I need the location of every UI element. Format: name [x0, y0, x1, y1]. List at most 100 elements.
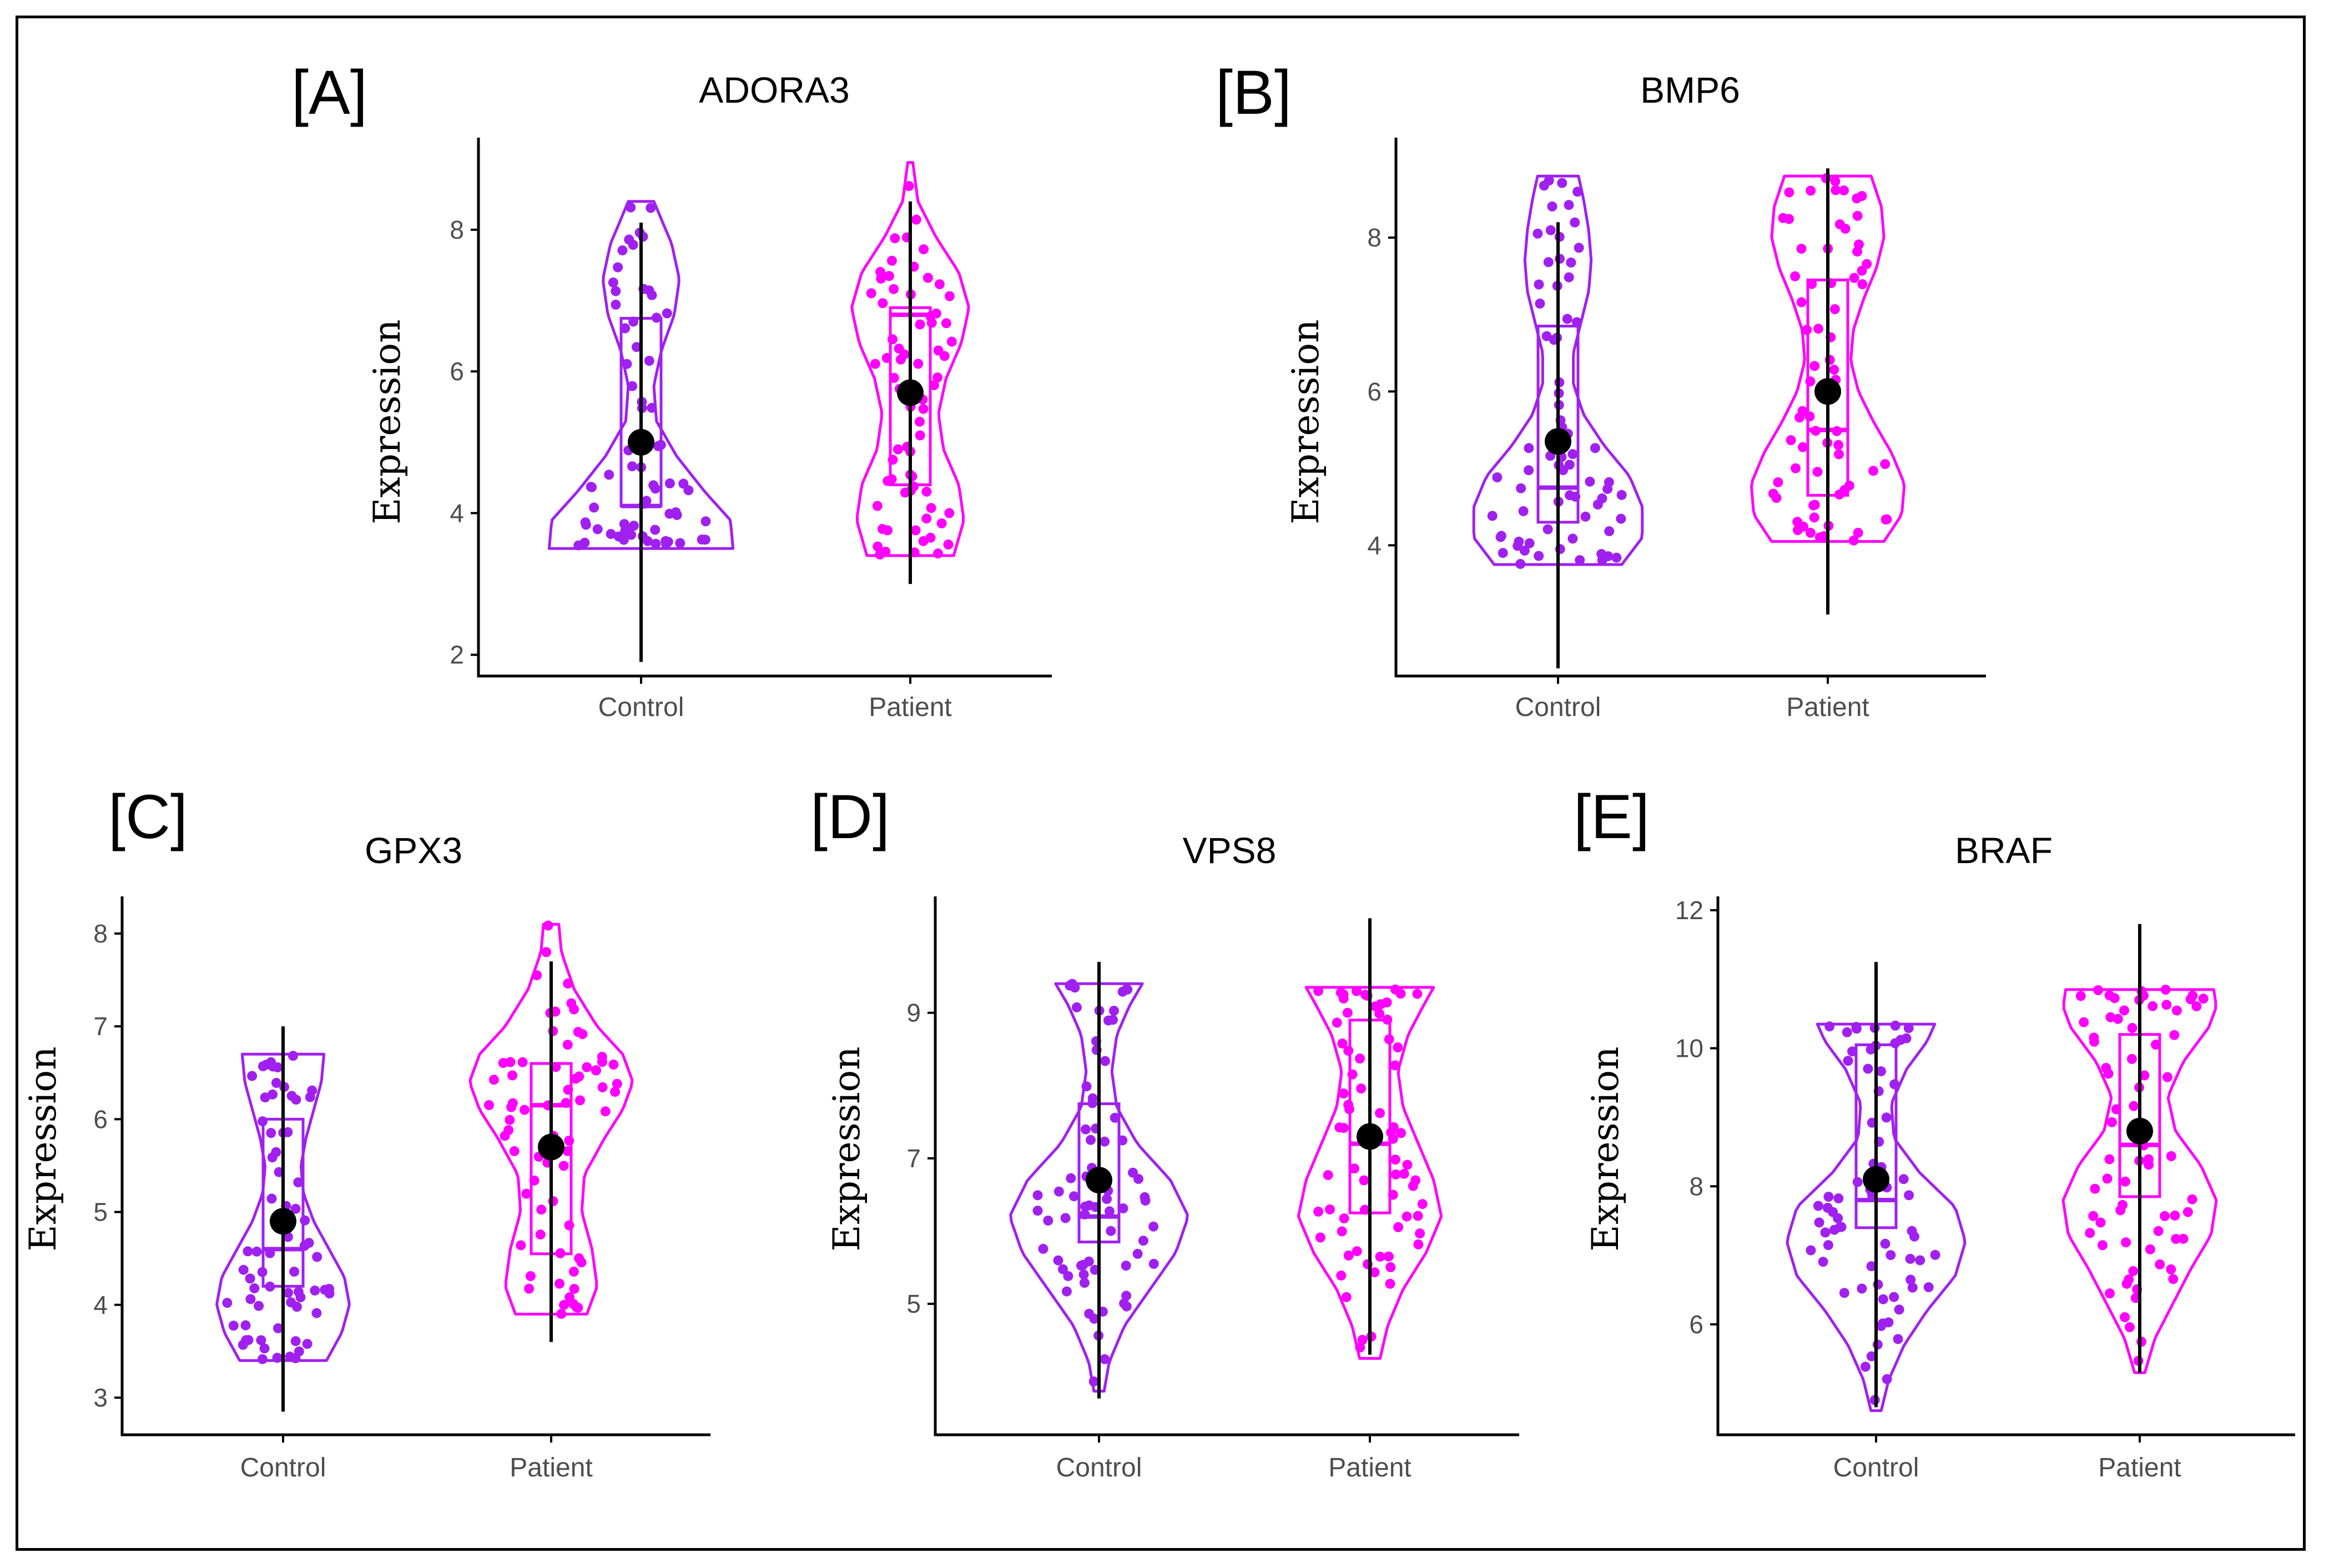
- data-point-5-patient-58: [2191, 1001, 2202, 1011]
- data-point-4-control-67: [1122, 984, 1133, 995]
- data-point-3-control-22: [245, 1294, 256, 1304]
- data-point-2-patient-26: [1833, 440, 1843, 450]
- data-point-4-patient-56: [1382, 997, 1392, 1007]
- data-point-2-control-55: [1535, 299, 1545, 309]
- data-point-1-control-36: [648, 480, 659, 491]
- data-point-5-control-57: [1901, 1033, 1912, 1043]
- data-point-3-control-28: [310, 1285, 320, 1296]
- data-point-4-patient-10: [1315, 1232, 1325, 1243]
- data-point-3-control-17: [295, 1292, 306, 1303]
- data-point-3-control-18: [222, 1298, 233, 1308]
- data-point-2-control-52: [1562, 314, 1572, 324]
- data-point-5-patient-71: [2109, 993, 2120, 1004]
- data-point-5-patient-9: [2128, 1266, 2139, 1277]
- data-point-4-patient-19: [1415, 1228, 1425, 1239]
- data-point-2-patient-60: [1857, 191, 1867, 201]
- data-point-3-patient-57: [498, 1058, 508, 1068]
- data-point-3-patient-16: [536, 1204, 547, 1215]
- data-point-1-control-13: [661, 539, 671, 549]
- data-point-3-control-39: [251, 1246, 262, 1257]
- data-point-3-patient-28: [500, 1131, 510, 1141]
- data-point-4-control-24: [1148, 1221, 1159, 1232]
- data-point-2-patient-23: [1880, 459, 1891, 470]
- data-point-1-patient-57: [884, 271, 894, 281]
- y-tick-label-1-0: 2: [450, 641, 464, 669]
- data-point-4-control-19: [1076, 1261, 1086, 1271]
- data-point-5-patient-32: [2104, 1154, 2115, 1164]
- data-point-3-patient-31: [484, 1100, 494, 1110]
- violin-2-control: [1472, 174, 1644, 566]
- data-point-4-patient-28: [1408, 1181, 1418, 1191]
- data-point-1-control-23: [619, 527, 630, 537]
- data-point-2-patient-37: [1809, 361, 1820, 371]
- data-point-3-patient-3: [556, 1309, 567, 1319]
- data-point-3-patient-0: [559, 1300, 569, 1310]
- data-point-4-patient-45: [1355, 1053, 1365, 1064]
- data-point-3-patient-8: [568, 1267, 579, 1277]
- mean-point-3-control: [270, 1208, 296, 1235]
- data-point-1-control-65: [617, 245, 628, 256]
- y-axis-label-3: Expression: [22, 1046, 64, 1251]
- data-point-5-patient-46: [2139, 1070, 2150, 1081]
- data-point-3-control-69: [258, 1061, 268, 1071]
- data-point-1-patient-26: [915, 430, 925, 441]
- data-point-5-control-42: [1822, 1203, 1833, 1213]
- data-point-1-patient-55: [941, 318, 951, 329]
- data-point-5-control-10: [1889, 1292, 1899, 1302]
- data-point-1-patient-45: [899, 349, 910, 360]
- data-point-2-control-30: [1516, 483, 1526, 493]
- data-point-2-patient-67: [1839, 185, 1849, 196]
- data-point-3-patient-21: [558, 1161, 569, 1171]
- data-point-1-patient-61: [934, 279, 945, 290]
- figure-frame: [16, 16, 2306, 1551]
- data-point-2-control-26: [1487, 511, 1498, 521]
- data-point-2-patient-49: [1790, 271, 1801, 281]
- data-point-1-patient-65: [911, 214, 921, 225]
- data-point-5-patient-17: [2085, 1228, 2095, 1238]
- data-point-2-control-2: [1611, 552, 1622, 563]
- data-point-3-control-14: [243, 1335, 254, 1345]
- data-point-5-patient-59: [2119, 1005, 2129, 1016]
- data-point-5-patient-25: [2160, 1211, 2170, 1221]
- data-point-3-control-13: [273, 1323, 283, 1333]
- data-point-2-patient-40: [1813, 324, 1823, 334]
- data-point-5-control-55: [1889, 1079, 1900, 1090]
- data-point-3-patient-5: [564, 1292, 575, 1303]
- data-point-3-patient-66: [532, 970, 542, 981]
- data-point-4-patient-0: [1355, 1342, 1365, 1353]
- data-point-1-patient-56: [915, 319, 925, 330]
- data-point-5-patient-14: [2145, 1244, 2155, 1254]
- mean-point-5-patient: [2126, 1117, 2153, 1145]
- x-tick-label-4-control: Control: [1056, 1453, 1142, 1483]
- data-point-3-patient-50: [608, 1060, 619, 1070]
- data-point-4-patient-47: [1390, 1060, 1400, 1071]
- data-point-5-control-1: [1860, 1362, 1871, 1372]
- data-point-5-control-32: [1930, 1249, 1940, 1260]
- data-point-3-control-37: [312, 1252, 322, 1262]
- data-point-5-patient-15: [2171, 1234, 2181, 1244]
- data-point-2-control-56: [1564, 272, 1574, 283]
- data-point-1-patient-15: [936, 518, 947, 528]
- data-point-4-patient-13: [1343, 1251, 1354, 1261]
- data-point-1-patient-47: [939, 351, 950, 361]
- data-point-1-patient-49: [866, 288, 876, 299]
- data-point-4-patient-12: [1413, 1239, 1424, 1249]
- data-point-4-patient-17: [1417, 1199, 1428, 1209]
- data-point-2-patient-28: [1786, 435, 1796, 445]
- data-point-5-patient-30: [2120, 1176, 2130, 1187]
- data-point-5-patient-7: [2155, 1259, 2165, 1269]
- data-point-5-control-33: [1813, 1201, 1823, 1211]
- data-point-5-patient-8: [2168, 1274, 2179, 1284]
- data-point-5-control-43: [1852, 1177, 1863, 1187]
- y-tick-label-3-1: 4: [93, 1290, 108, 1319]
- data-point-5-control-11: [1878, 1294, 1888, 1304]
- data-point-1-control-57: [611, 286, 621, 296]
- data-point-1-patient-7: [926, 503, 936, 513]
- data-point-3-patient-61: [573, 1027, 583, 1037]
- mean-point-4-control: [1086, 1167, 1112, 1194]
- data-point-5-patient-34: [2143, 1154, 2154, 1164]
- data-point-3-patient-40: [507, 1070, 518, 1081]
- data-point-4-patient-63: [1390, 984, 1400, 995]
- data-point-1-control-55: [620, 323, 631, 334]
- data-point-2-patient-21: [1771, 493, 1782, 503]
